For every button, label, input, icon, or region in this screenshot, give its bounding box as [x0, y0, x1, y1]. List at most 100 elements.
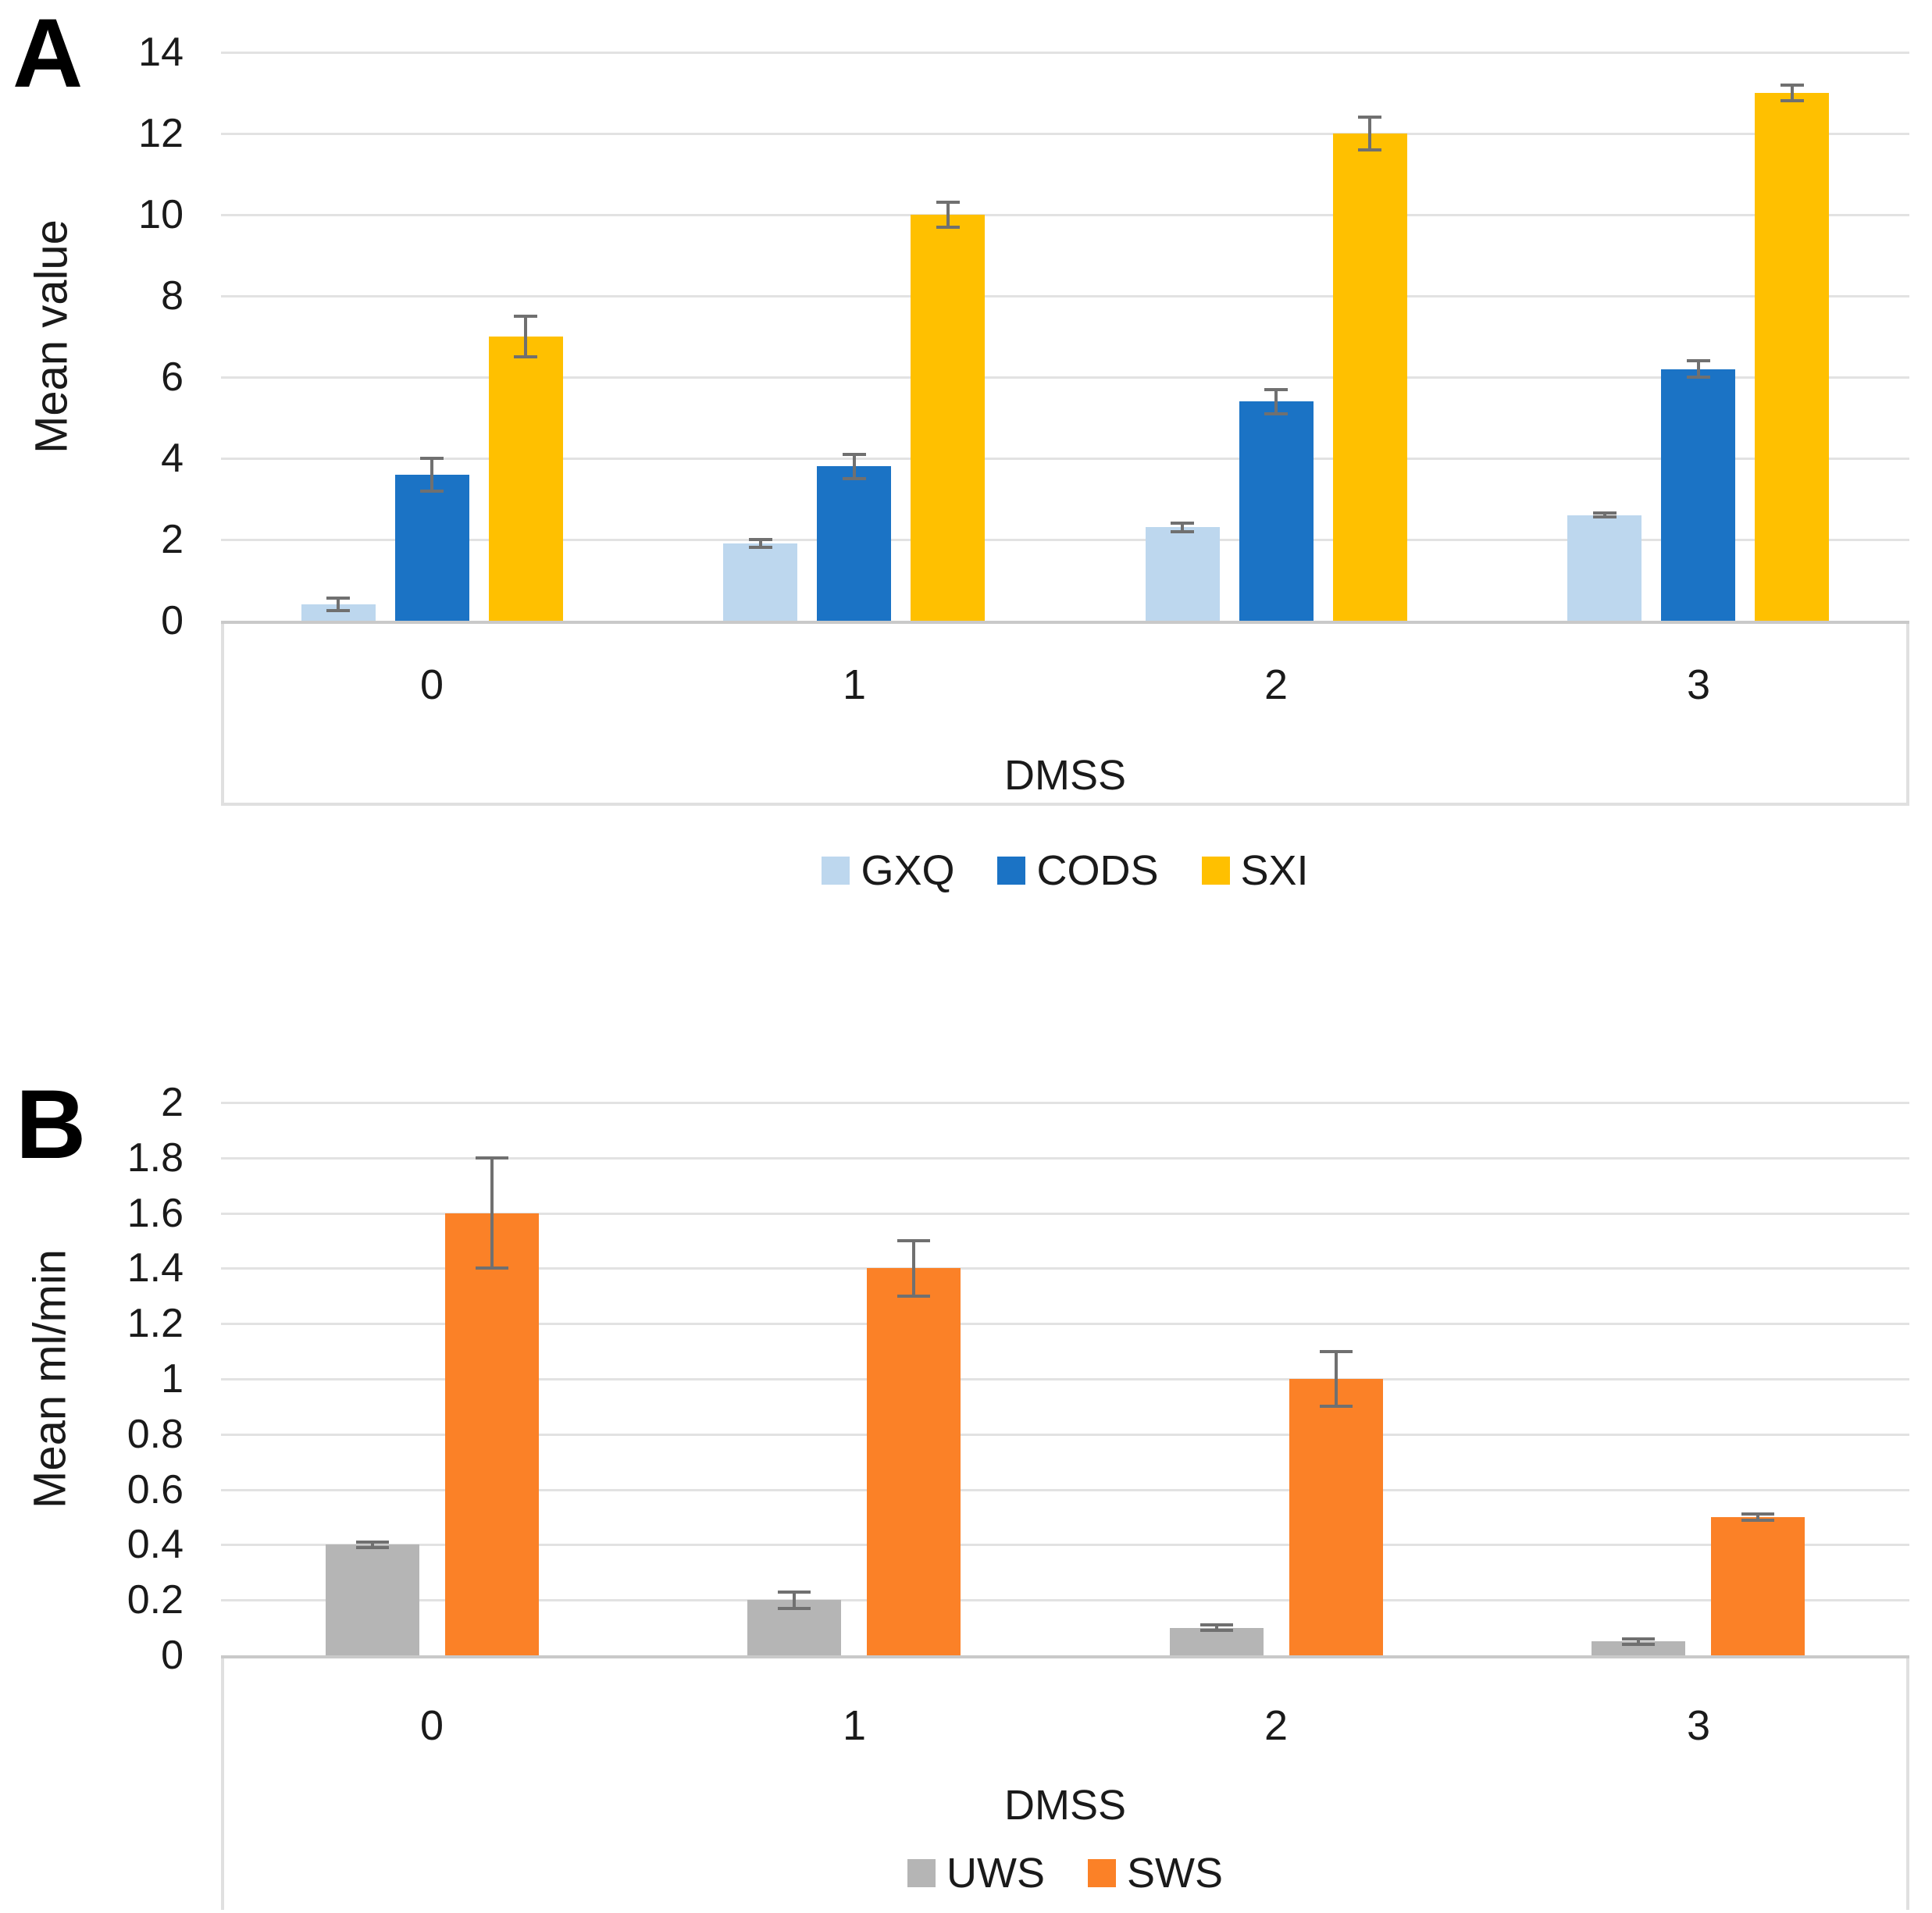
- bar-sxi-dmss-1: [911, 215, 985, 621]
- error-bar-cap: [1741, 1519, 1774, 1522]
- error-bar-cap: [514, 315, 537, 318]
- gridline: [221, 1267, 1909, 1270]
- error-bar-cap: [1622, 1643, 1655, 1646]
- error-bar-cap: [843, 477, 866, 480]
- legend-label: UWS: [946, 1850, 1045, 1897]
- gridline: [221, 1489, 1909, 1491]
- error-bar: [1791, 85, 1794, 102]
- bar-gxq-dmss-3: [1567, 515, 1641, 621]
- y-tick-label: 1.8: [127, 1135, 184, 1181]
- error-bar: [853, 454, 856, 479]
- error-bar: [1274, 390, 1278, 414]
- y-tick-label: 6: [161, 354, 184, 400]
- gridline: [221, 1599, 1909, 1601]
- x-tick-label: 3: [1686, 661, 1711, 708]
- bar-sxi-dmss-3: [1755, 93, 1829, 621]
- y-tick-label: 0.8: [127, 1412, 184, 1457]
- error-bar-cap: [476, 1156, 508, 1160]
- error-bar-cap: [326, 609, 350, 612]
- legend-label: CODS: [1036, 847, 1159, 894]
- bar-sws-dmss-1: [867, 1268, 961, 1655]
- legend-swatch-cods: [997, 857, 1026, 885]
- x-axis-line: [221, 1655, 1909, 1658]
- legend-label: SWS: [1126, 1850, 1223, 1897]
- gridline: [221, 133, 1909, 135]
- error-bar-cap: [1781, 99, 1804, 102]
- error-bar-cap: [1741, 1512, 1774, 1516]
- error-bar: [490, 1158, 494, 1269]
- gridline: [221, 1544, 1909, 1546]
- error-bar-cap: [778, 1607, 811, 1610]
- error-bar: [1637, 1639, 1640, 1644]
- y-tick-label: 0.4: [127, 1522, 184, 1567]
- bar-cods-dmss-1: [817, 466, 891, 621]
- error-bar: [1181, 523, 1184, 531]
- error-bar-cap: [514, 355, 537, 358]
- bar-cods-dmss-2: [1239, 401, 1314, 621]
- y-tick-label: 2: [161, 1080, 184, 1125]
- error-bar: [524, 316, 527, 357]
- x-tick-label: 3: [1686, 1702, 1711, 1749]
- error-bar-cap: [356, 1546, 389, 1549]
- error-bar: [1368, 117, 1371, 150]
- category-label-box: [221, 621, 1909, 806]
- error-bar: [759, 540, 762, 547]
- legend-item-sxi: SXI: [1201, 847, 1309, 894]
- x-tick-label: 1: [842, 1702, 867, 1749]
- gridline: [221, 458, 1909, 460]
- bar-sxi-dmss-2: [1333, 134, 1407, 621]
- y-tick-label: 10: [138, 192, 184, 237]
- y-tick-label: 0.6: [127, 1467, 184, 1512]
- y-tick-label: 8: [161, 273, 184, 319]
- y-tick-label: 14: [138, 30, 184, 75]
- y-tick-label: 1.6: [127, 1191, 184, 1236]
- error-bar-cap: [1358, 116, 1381, 119]
- error-bar: [1756, 1514, 1759, 1519]
- error-bar-cap: [1264, 412, 1288, 415]
- error-bar-cap: [326, 597, 350, 600]
- panel-a-letter: A: [12, 0, 84, 108]
- bar-cods-dmss-0: [395, 475, 469, 621]
- error-bar: [912, 1241, 915, 1296]
- error-bar: [1603, 513, 1606, 517]
- bar-uws-dmss-3: [1592, 1641, 1685, 1655]
- y-tick-label: 0.2: [127, 1577, 184, 1623]
- error-bar-cap: [1687, 376, 1710, 379]
- error-bar-cap: [1264, 388, 1288, 391]
- gridline: [221, 539, 1909, 541]
- gridline: [221, 295, 1909, 297]
- category-label-box: [221, 1655, 1909, 1910]
- legend-item-cods: CODS: [997, 847, 1159, 894]
- legend-panel-a: GXQ CODS SXI: [221, 847, 1909, 894]
- panel-a-y-axis-title: Mean value: [26, 219, 77, 454]
- legend-swatch-gxq: [822, 857, 850, 885]
- legend-swatch-uws: [907, 1859, 936, 1887]
- error-bar: [430, 458, 433, 491]
- gridline: [221, 1434, 1909, 1436]
- y-tick-label: 1: [161, 1356, 184, 1402]
- x-axis-title: DMSS: [1003, 1782, 1126, 1829]
- error-bar: [1697, 361, 1700, 377]
- error-bar-cap: [936, 201, 960, 204]
- bar-cods-dmss-3: [1661, 369, 1735, 621]
- legend-swatch-sws: [1087, 1859, 1116, 1887]
- error-bar-cap: [476, 1266, 508, 1270]
- x-tick-label: 2: [1264, 1702, 1289, 1749]
- gridline: [221, 1213, 1909, 1215]
- gridline: [221, 1157, 1909, 1160]
- y-tick-label: 0: [161, 598, 184, 643]
- x-tick-label: 0: [419, 1702, 444, 1749]
- error-bar-cap: [1171, 522, 1194, 525]
- gridline: [221, 1102, 1909, 1104]
- bar-sws-dmss-2: [1289, 1379, 1383, 1655]
- gridline: [221, 1323, 1909, 1325]
- error-bar-cap: [1320, 1350, 1353, 1353]
- bar-uws-dmss-2: [1170, 1628, 1264, 1655]
- bar-gxq-dmss-0: [301, 604, 376, 621]
- error-bar: [1335, 1352, 1338, 1407]
- y-tick-label: 1.2: [127, 1301, 184, 1346]
- error-bar: [337, 598, 340, 611]
- gridline: [221, 52, 1909, 54]
- bar-sws-dmss-0: [445, 1213, 539, 1655]
